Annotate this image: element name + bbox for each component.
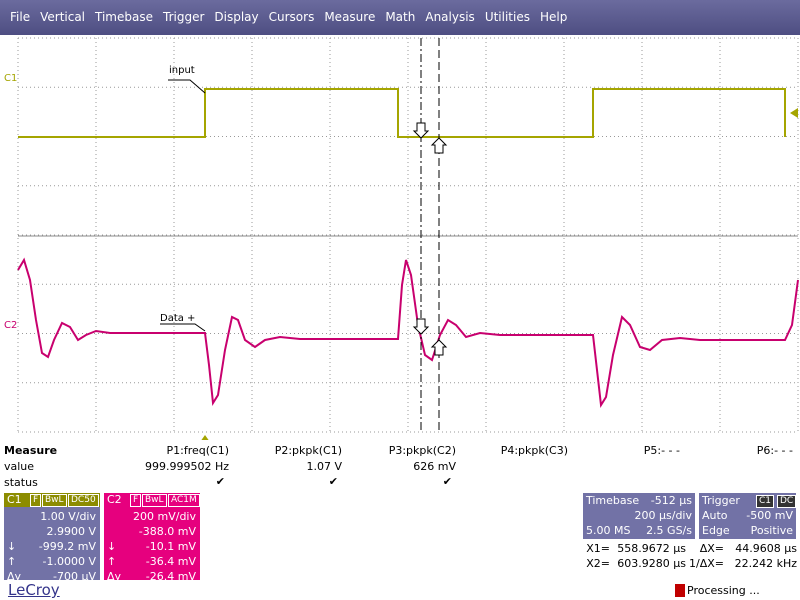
menu-item[interactable]: Display xyxy=(214,10,259,24)
cursor-label: 1/ΔX= xyxy=(689,557,724,570)
panel-value: -36.4 mV xyxy=(145,555,196,568)
measure-value: 626 mV xyxy=(413,460,456,473)
row-label: value xyxy=(4,460,35,473)
panel-value: -512 μs xyxy=(650,494,692,507)
timebase-title[interactable]: Timebase xyxy=(586,494,640,507)
c1-marker: C1 xyxy=(4,73,17,84)
c1-panel: C1 F BwL DC50 1.00 V/div 2.9900 V ↓ -999.2 mV ↑ -… xyxy=(4,493,100,583)
cursor-value: 22.242 kHz xyxy=(734,557,797,570)
panel-value: -999.2 mV xyxy=(38,540,96,553)
badge: BwL xyxy=(42,494,67,507)
panel-value: -500 mV xyxy=(746,509,793,522)
trace-annotation: input xyxy=(169,65,195,76)
scope-display: C1 C2 input Data + xyxy=(0,35,800,440)
panel-value: Edge xyxy=(702,524,730,537)
panel-value: -1.0000 V xyxy=(42,555,96,568)
channel-tag[interactable]: C1 xyxy=(7,493,22,506)
cursor-symbol: Δy xyxy=(107,570,122,583)
cursor-value: 44.9608 μs xyxy=(735,542,797,555)
brand-logo: LeCroy xyxy=(8,581,60,599)
measure-param: P4:pkpk(C3) xyxy=(500,444,568,457)
panel-value: 5.00 MS xyxy=(586,524,631,537)
panel-value: -26.4 mV xyxy=(145,570,196,583)
panel-value: 2.5 GS/s xyxy=(646,524,692,537)
cursor-value: 603.9280 μs xyxy=(617,557,686,570)
trigger-panel: Trigger C1 DC Auto -500 mV Edge Positive xyxy=(699,493,797,539)
menu-item[interactable]: File xyxy=(10,10,31,24)
panel-header: C1 F BwL DC50 xyxy=(4,493,100,507)
panel-value: Positive xyxy=(750,524,793,537)
row-label: status xyxy=(4,476,38,489)
panel-value: 200 μs/div xyxy=(634,509,692,522)
panel-value: 200 mV/div xyxy=(133,510,196,523)
menu-item[interactable]: Math xyxy=(385,10,416,24)
measure-param: P5:- - - xyxy=(643,444,680,457)
trigger-title[interactable]: Trigger xyxy=(702,494,740,507)
channel-tag[interactable]: C2 xyxy=(107,493,122,506)
c2-marker: C2 xyxy=(4,320,17,331)
measure-value: 999.999502 Hz xyxy=(144,460,229,473)
cursor-label: X2= xyxy=(586,557,610,570)
menu-item[interactable]: Trigger xyxy=(163,10,205,24)
timebase-panel: Timebase -512 μs 200 μs/div 5.00 MS 2.5 GS/s xyxy=(583,493,695,539)
panel-value: Auto xyxy=(702,509,728,522)
menu-item[interactable]: Analysis xyxy=(425,10,475,24)
menu-item[interactable]: Help xyxy=(539,10,568,24)
panel-value: 1.00 V/div xyxy=(40,510,96,523)
cursor-symbol: Δy xyxy=(7,570,22,583)
measure-param: P6:- - - xyxy=(756,444,793,457)
c2-panel: C2 F BwL AC1M 200 mV/div -388.0 mV ↓ -10.1 mV ↑ -… xyxy=(104,493,200,583)
badge: F xyxy=(30,494,42,507)
badge: AC1M xyxy=(168,494,200,507)
cursor-label: X1= xyxy=(586,542,610,555)
panel-header: C2 F BwL AC1M xyxy=(104,493,200,507)
measure-title: Measure xyxy=(4,444,58,457)
cursor-value: 558.9672 μs xyxy=(617,542,686,555)
menu-item[interactable]: Cursors xyxy=(268,10,315,24)
c2-trace xyxy=(17,257,799,408)
badge: DC xyxy=(777,495,797,508)
measure-param: P2:pkpk(C1) xyxy=(274,444,342,457)
measure-status: ✔ xyxy=(328,475,338,488)
measure-status: ✔ xyxy=(215,475,225,488)
panel-value: -700 μV xyxy=(53,570,96,583)
panel-value: 2.9900 V xyxy=(46,525,96,538)
measure-status: ✔ xyxy=(442,475,452,488)
measure-param: P1:freq(C1) xyxy=(166,444,229,457)
panel-value: -10.1 mV xyxy=(145,540,196,553)
cursor-symbol: ↑ xyxy=(107,555,117,568)
menu-item[interactable]: Vertical xyxy=(40,10,86,24)
cursor-symbol: ↓ xyxy=(7,540,17,553)
measure-param: P3:pkpk(C2) xyxy=(388,444,456,457)
panel-value: -388.0 mV xyxy=(138,525,196,538)
badge: C1 xyxy=(756,495,775,508)
measure-value: 1.07 V xyxy=(306,460,342,473)
badge: DC50 xyxy=(68,494,99,507)
cursor-symbol: ↓ xyxy=(107,540,117,553)
badge: BwL xyxy=(142,494,167,507)
trace-annotation: Data + xyxy=(160,313,195,324)
menu-item[interactable]: Measure xyxy=(324,10,376,24)
menu-item[interactable]: Utilities xyxy=(484,10,530,24)
cursor-symbol: ↑ xyxy=(7,555,17,568)
menu-bar: File Vertical Timebase Trigger Display Cursor… xyxy=(0,0,800,35)
cursor-label: ΔX= xyxy=(699,542,724,555)
badge: F xyxy=(130,494,142,507)
c1-trace xyxy=(18,88,786,138)
status-text: Processing ... xyxy=(675,584,760,597)
menu-item[interactable]: Timebase xyxy=(95,10,153,24)
